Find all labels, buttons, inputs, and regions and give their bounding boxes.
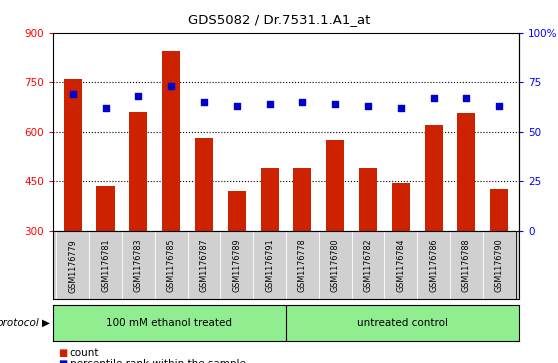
Text: GSM1176785: GSM1176785 (167, 239, 176, 293)
Text: untreated control: untreated control (357, 318, 448, 328)
Bar (294, 168, 311, 330)
Text: GSM1176780: GSM1176780 (331, 239, 340, 292)
Text: ■: ■ (59, 359, 68, 363)
Bar (326, 140, 344, 330)
Text: percentile rank within the sample: percentile rank within the sample (70, 359, 246, 363)
Bar (425, 125, 442, 330)
Bar (392, 183, 410, 330)
Text: GSM1176789: GSM1176789 (232, 239, 241, 293)
Text: GSM1176788: GSM1176788 (462, 239, 471, 292)
Text: GSM1176791: GSM1176791 (265, 239, 274, 293)
Text: ■: ■ (59, 348, 68, 359)
Bar (162, 51, 180, 330)
Text: protocol ▶: protocol ▶ (0, 318, 50, 328)
Text: GDS5082 / Dr.7531.1.A1_at: GDS5082 / Dr.7531.1.A1_at (188, 13, 370, 26)
Text: GSM1176779: GSM1176779 (68, 239, 77, 293)
Bar (64, 79, 81, 330)
Text: GSM1176783: GSM1176783 (134, 239, 143, 292)
Point (331, 101, 340, 107)
Point (134, 93, 143, 99)
Point (101, 105, 110, 111)
Point (265, 101, 274, 107)
Text: GSM1176786: GSM1176786 (429, 239, 438, 292)
Point (429, 95, 438, 101)
Point (199, 99, 208, 105)
Bar (97, 186, 114, 330)
Point (396, 105, 405, 111)
Text: count: count (70, 348, 99, 359)
Bar (195, 138, 213, 330)
Text: GSM1176784: GSM1176784 (396, 239, 405, 292)
Bar (490, 189, 508, 330)
Point (68, 91, 77, 97)
Text: GSM1176790: GSM1176790 (495, 239, 504, 293)
Point (298, 99, 307, 105)
Bar (228, 191, 246, 330)
Bar (359, 168, 377, 330)
Text: GSM1176778: GSM1176778 (298, 239, 307, 293)
Text: 100 mM ethanol treated: 100 mM ethanol treated (107, 318, 233, 328)
Text: GSM1176781: GSM1176781 (101, 239, 110, 292)
Point (462, 95, 471, 101)
Bar (458, 114, 475, 330)
Bar (261, 168, 278, 330)
Bar (129, 112, 147, 330)
Point (364, 103, 373, 109)
Text: GSM1176782: GSM1176782 (363, 239, 373, 293)
Point (232, 103, 241, 109)
Point (167, 83, 176, 89)
Text: GSM1176787: GSM1176787 (199, 239, 209, 293)
Point (495, 103, 504, 109)
